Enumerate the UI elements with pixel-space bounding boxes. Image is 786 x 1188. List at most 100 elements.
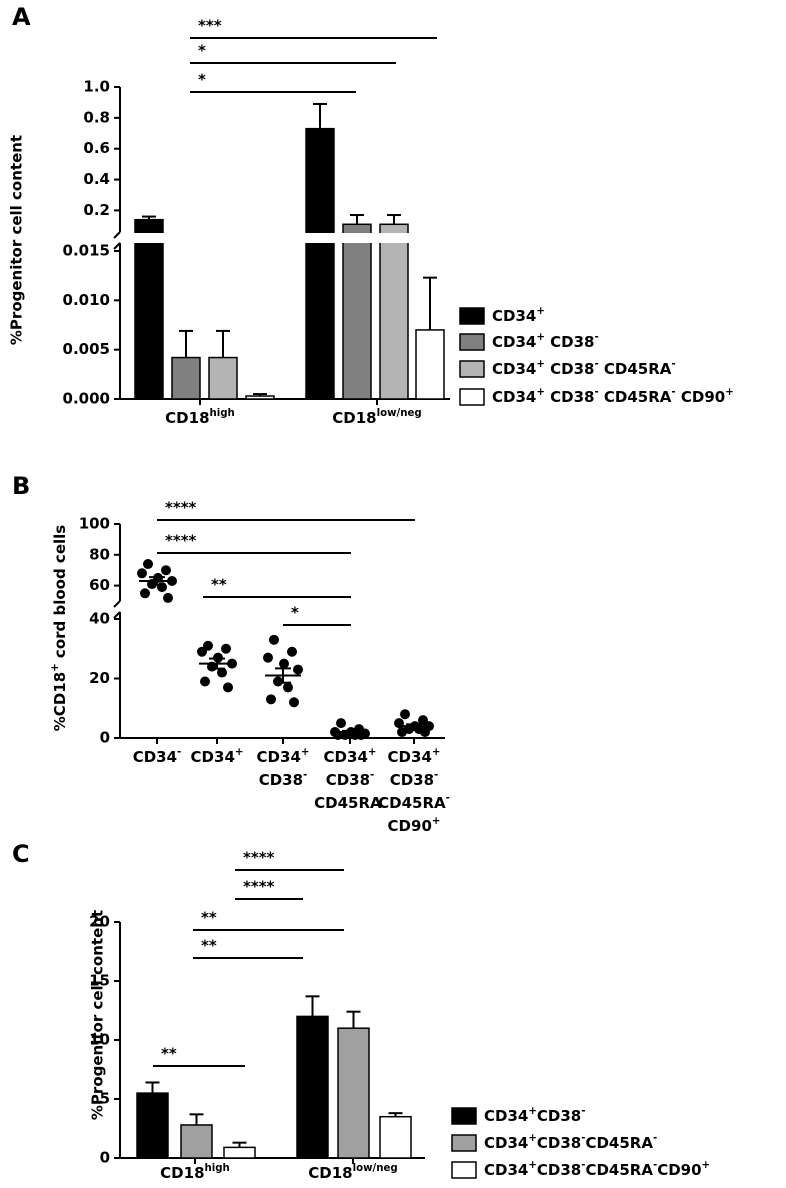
superscript: - xyxy=(594,387,598,398)
superscript: + xyxy=(536,359,545,370)
superscript: - xyxy=(581,1133,585,1144)
x-tick-label: CD90+ xyxy=(388,816,441,835)
significance-label: * xyxy=(291,604,299,622)
text-part: CD34 xyxy=(257,748,301,766)
y-axis-label: %Progenitor cell content xyxy=(89,910,107,1120)
y-tick-label: 0.000 xyxy=(63,390,110,408)
dot xyxy=(200,676,210,687)
text-part: CD34 xyxy=(484,1134,528,1152)
superscript: + xyxy=(536,387,545,398)
significance-label: * xyxy=(198,71,206,89)
significance-label: * xyxy=(198,42,206,60)
dot xyxy=(140,588,150,599)
dot xyxy=(279,658,289,669)
x-tick-label: CD18low/neg xyxy=(332,408,421,427)
x-tick-label: CD34+ xyxy=(388,747,441,766)
legend-label: CD34+ CD38- CD45RA- xyxy=(492,359,676,378)
legend-label: CD34+CD38-CD45RA-CD90+ xyxy=(484,1160,710,1179)
bar xyxy=(379,1115,412,1159)
legend-swatch xyxy=(459,307,485,325)
text-part: CD45RA xyxy=(599,360,672,378)
bar xyxy=(136,1092,169,1159)
legend-swatch xyxy=(459,360,485,378)
superscript: + xyxy=(536,332,545,343)
legend-label: CD34+CD38- xyxy=(484,1106,585,1125)
superscript: low/neg xyxy=(377,408,422,419)
superscript: - xyxy=(671,359,675,370)
y-tick-label: 20 xyxy=(89,913,110,931)
dot xyxy=(400,709,410,720)
legend-label: CD34+ xyxy=(492,306,545,325)
y-tick-label: 5 xyxy=(100,1090,110,1108)
x-tick-label: CD38- xyxy=(390,770,439,789)
y-tick-label: 0 xyxy=(100,1149,110,1167)
bar xyxy=(379,223,409,400)
text-part: CD45RA xyxy=(585,1161,653,1179)
y-tick-label: 20 xyxy=(89,669,110,687)
significance-label: ** xyxy=(201,937,217,955)
legend-swatch xyxy=(451,1161,477,1179)
superscript: - xyxy=(177,747,181,758)
y-tick-label: 60 xyxy=(89,576,110,594)
text-part: CD34 xyxy=(484,1107,528,1125)
superscript: + xyxy=(432,816,441,827)
bar xyxy=(337,1027,370,1159)
x-tick-label: CD45RA- xyxy=(378,793,450,812)
superscript: + xyxy=(368,747,377,758)
dot xyxy=(221,643,231,654)
bar xyxy=(180,1124,213,1159)
text-part: CD90 xyxy=(657,1161,701,1179)
x-tick-label: CD38- xyxy=(259,770,308,789)
superscript: - xyxy=(303,770,307,781)
superscript: - xyxy=(434,770,438,781)
superscript: - xyxy=(594,332,598,343)
text-part: CD38 xyxy=(326,771,370,789)
superscript: + xyxy=(536,306,545,317)
legend-label: CD34+ CD38- xyxy=(492,332,599,351)
dot xyxy=(223,682,233,693)
superscript: - xyxy=(370,770,374,781)
y-tick-label: 0.6 xyxy=(83,139,110,157)
y-tick-label: 0.015 xyxy=(63,242,110,260)
x-tick-label: CD34- xyxy=(133,747,182,766)
text-part: CD34 xyxy=(484,1161,528,1179)
significance-label: *** xyxy=(198,17,222,35)
y-axis-label: %CD18+ cord blood cells xyxy=(50,525,69,731)
superscript: - xyxy=(446,793,450,804)
dot xyxy=(336,718,346,729)
text-part: CD34 xyxy=(388,748,432,766)
text-part: CD38 xyxy=(259,771,303,789)
legend-swatch xyxy=(459,388,485,406)
text-part: CD38 xyxy=(545,333,595,351)
superscript: + xyxy=(702,1160,711,1171)
dot xyxy=(287,646,297,657)
y-tick-label: 100 xyxy=(79,515,110,533)
text-part: CD34 xyxy=(492,388,536,406)
dot xyxy=(273,676,283,687)
superscript: + xyxy=(528,1160,537,1171)
superscript: + xyxy=(725,387,734,398)
x-tick-label: CD34+ xyxy=(257,747,310,766)
y-axis-label: %Progenitor cell content xyxy=(8,135,26,345)
bar xyxy=(208,356,238,400)
dot xyxy=(269,634,279,645)
legend-label: CD34+ CD38- CD45RA- CD90+ xyxy=(492,387,734,406)
text-part: CD34 xyxy=(492,333,536,351)
superscript: - xyxy=(382,793,386,804)
superscript: + xyxy=(432,747,441,758)
significance-label: ** xyxy=(161,1045,177,1063)
superscript: - xyxy=(581,1106,585,1117)
dot xyxy=(293,664,303,675)
y-tick-label: 15 xyxy=(89,972,110,990)
dot xyxy=(217,667,227,678)
panel-letter: A xyxy=(12,3,31,31)
y-tick-label: 0.4 xyxy=(83,170,110,188)
text-part: CD34 xyxy=(492,360,536,378)
y-tick-label: 0.8 xyxy=(83,108,110,126)
text-part: CD18 xyxy=(165,409,209,427)
superscript: + xyxy=(528,1133,537,1144)
superscript: + xyxy=(235,747,244,758)
bar xyxy=(415,329,445,400)
bar xyxy=(342,223,372,400)
